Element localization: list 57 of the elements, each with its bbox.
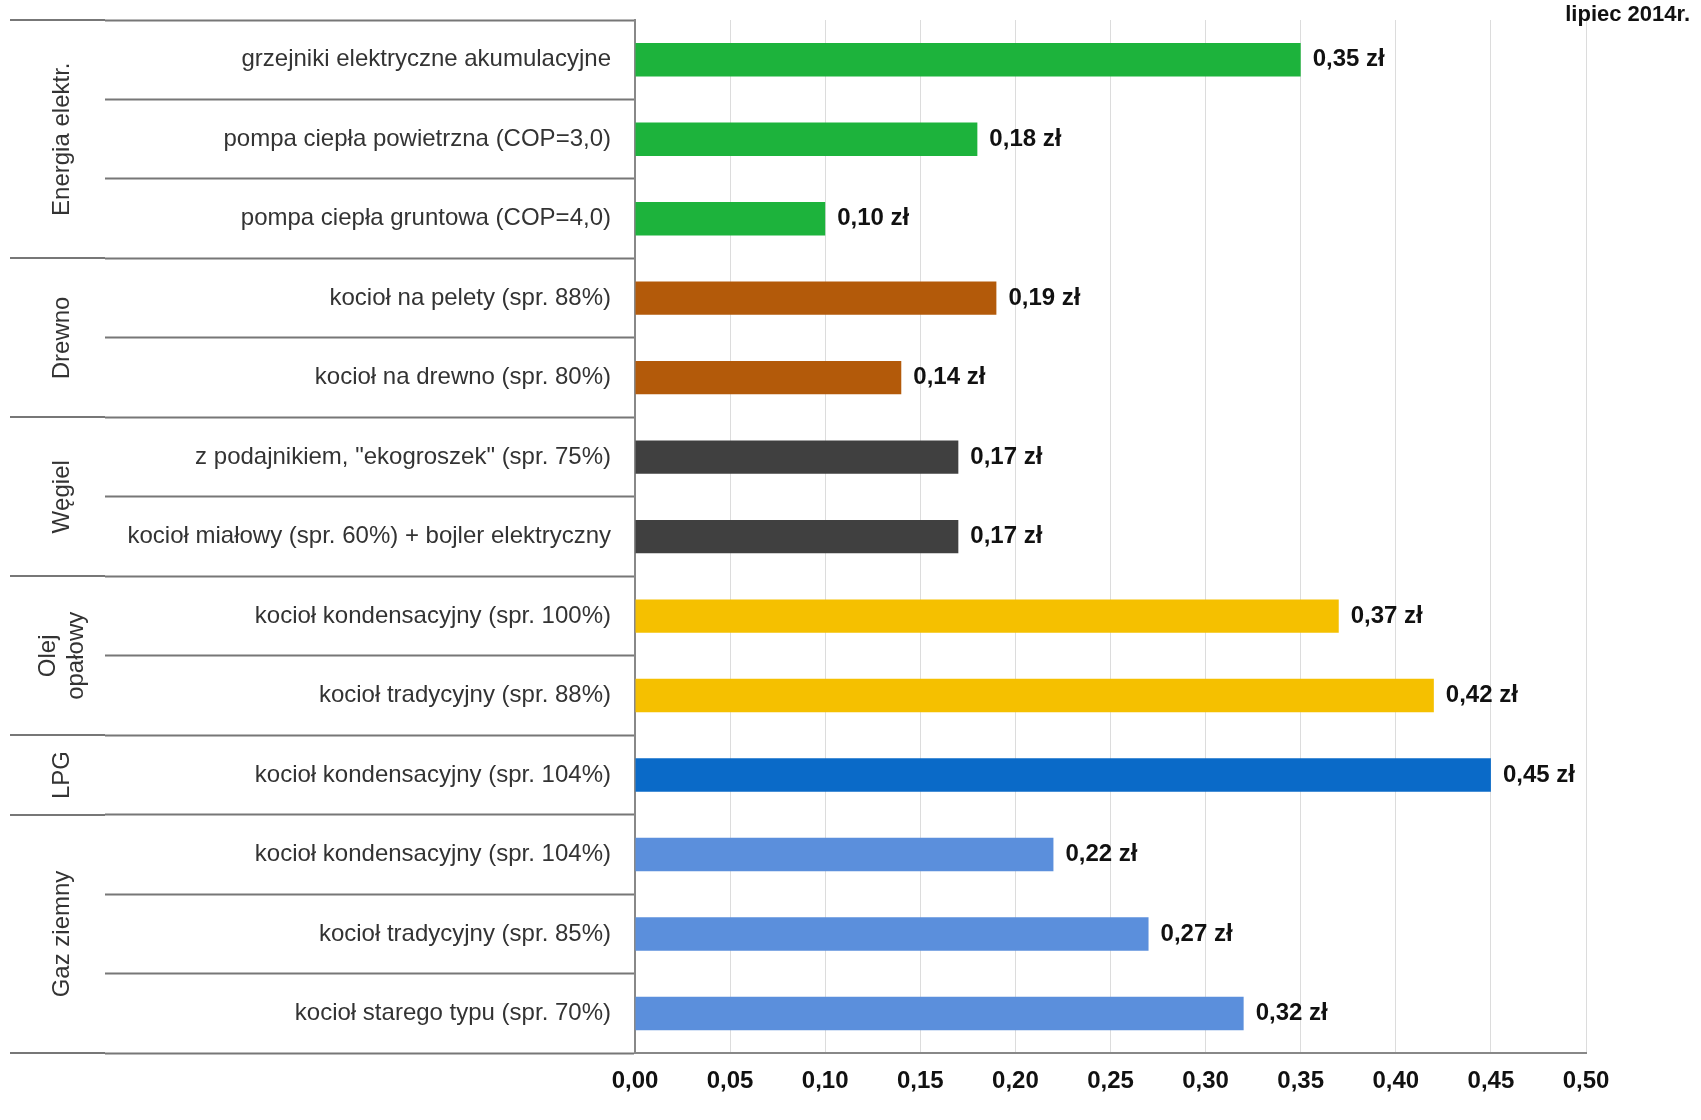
data-label: 0,27 zł	[1160, 918, 1233, 946]
x-tick-label: 0,15	[896, 1066, 944, 1094]
y-tick-label: kocioł starego typu (spr. 70%)	[294, 998, 611, 1026]
bar	[635, 678, 1434, 713]
data-label: 0,35 zł	[1312, 44, 1386, 72]
data-label: 0,19 zł	[1008, 282, 1081, 310]
x-tick-label: 0,35	[1277, 1066, 1325, 1094]
y-tick-label: kocioł kondensacyjny (spr. 100%)	[254, 600, 611, 628]
text: LPG	[46, 751, 74, 800]
y-tick-label: grzejniki elektryczne akumulacyjne	[241, 44, 611, 72]
data-label: 0,22 zł	[1065, 839, 1138, 867]
data-label: 0,14 zł	[913, 362, 986, 390]
bar	[635, 43, 1301, 77]
x-tick-label: 0,05	[706, 1066, 754, 1094]
x-tick-label: 0,00	[611, 1066, 659, 1094]
data-label: 0,10 zł	[837, 203, 910, 231]
x-tick-label: 0,40	[1372, 1066, 1420, 1094]
text: Olej opałowy	[32, 611, 88, 700]
text: Energia elektr.	[46, 62, 74, 216]
y-tick-label: kocioł tradycyjny (spr. 88%)	[318, 680, 611, 708]
data-label: 0,37 zł	[1350, 600, 1424, 628]
y-tick-label: kocioł tradycyjny (spr. 85%)	[318, 918, 611, 946]
data-label: 0,45 zł	[1502, 759, 1576, 787]
y-tick-label: kocioł kondensacyjny (spr. 104%)	[254, 759, 611, 787]
x-tick-label: 0,50	[1562, 1066, 1610, 1094]
text: Węgiel	[46, 460, 74, 534]
y-tick-label: z podajnikiem, "ekogroszek" (spr. 75%)	[195, 441, 611, 469]
bar	[635, 202, 826, 236]
bar	[635, 917, 1149, 951]
bar	[635, 599, 1339, 633]
x-tick-label: 0,10	[801, 1066, 849, 1094]
text: Drewno	[46, 296, 74, 380]
y-tick-label: kocioł na drewno (spr. 80%)	[314, 362, 611, 390]
bar	[635, 360, 902, 395]
data-label: 0,17 zł	[970, 521, 1043, 549]
bar	[635, 519, 959, 554]
data-label: 0,17 zł	[970, 441, 1043, 469]
bar	[635, 122, 978, 156]
x-tick-label: 0,30	[1182, 1066, 1229, 1094]
y-tick-label: kocioł na pelety (spr. 88%)	[329, 282, 611, 310]
bar	[635, 281, 997, 315]
y-tick-label: kocioł kondensacyjny (spr. 104%)	[254, 839, 611, 867]
data-label: 0,32 zł	[1255, 998, 1329, 1026]
annotation: lipiec 2014r.	[1565, 1, 1690, 27]
bar	[635, 996, 1244, 1031]
data-label: 0,42 zł	[1445, 680, 1519, 708]
bar	[635, 758, 1491, 792]
y-tick-label: pompa ciepła powietrzna (COP=3,0)	[223, 123, 611, 151]
x-tick-label: 0,45	[1467, 1066, 1515, 1094]
x-tick-label: 0,20	[992, 1066, 1039, 1094]
bar	[635, 440, 959, 474]
text: Gaz ziemny	[46, 870, 74, 998]
y-tick-label: kocioł miałowy (spr. 60%) + bojler elektryczny	[127, 521, 611, 549]
bar	[635, 837, 1054, 872]
y-tick-label: pompa ciepła gruntowa (COP=4,0)	[240, 203, 611, 231]
data-label: 0,18 zł	[989, 123, 1062, 151]
x-tick-label: 0,25	[1087, 1066, 1134, 1094]
